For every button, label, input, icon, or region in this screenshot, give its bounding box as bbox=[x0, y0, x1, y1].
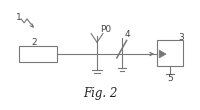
Text: 4: 4 bbox=[125, 30, 130, 39]
Bar bbox=[19, 46, 57, 62]
Text: Fig. 2: Fig. 2 bbox=[83, 87, 117, 101]
Text: 3: 3 bbox=[178, 33, 184, 42]
Text: 2: 2 bbox=[31, 38, 37, 47]
Bar bbox=[157, 40, 183, 66]
Text: 5: 5 bbox=[167, 74, 173, 83]
Text: P0: P0 bbox=[100, 25, 111, 34]
Polygon shape bbox=[159, 50, 166, 58]
Text: 1: 1 bbox=[16, 13, 22, 22]
